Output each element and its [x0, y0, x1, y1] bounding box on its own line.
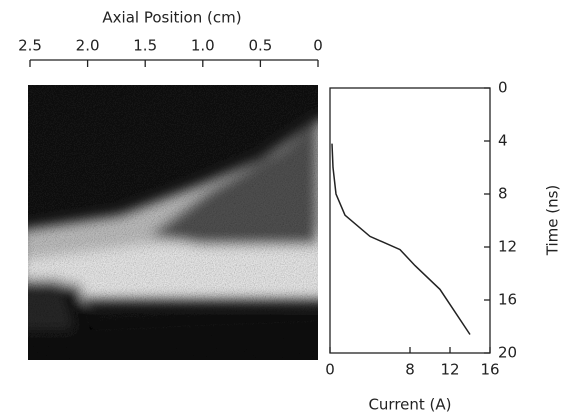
y-tick-label: 20: [498, 344, 517, 362]
x-tick-label: 2.5: [18, 37, 42, 55]
y-tick-label: 16: [498, 291, 517, 309]
x-tick-label: 2.0: [76, 37, 100, 55]
axis-title: Current (A): [368, 396, 451, 414]
x-tick-label: 0: [313, 37, 323, 55]
x-tick-label: 1.0: [191, 37, 215, 55]
x-tick-label: 0.5: [248, 37, 272, 55]
plot-frame: [329, 87, 491, 354]
axis-title: Axial Position (cm): [102, 9, 241, 27]
y-tick-label: 12: [498, 238, 517, 256]
y-tick-label: 4: [498, 132, 508, 150]
x-tick-label: 8: [405, 361, 415, 379]
y-tick-label: 0: [498, 79, 508, 97]
x-tick-label: 0: [325, 361, 335, 379]
y-tick-label: 8: [498, 185, 508, 203]
x-tick-label: 12: [440, 361, 459, 379]
x-tick-label: 1.5: [133, 37, 157, 55]
data-line: [331, 143, 471, 335]
axis-title: Time (ns): [544, 185, 562, 257]
streak-image: [28, 85, 318, 360]
x-tick-label: 16: [480, 361, 499, 379]
